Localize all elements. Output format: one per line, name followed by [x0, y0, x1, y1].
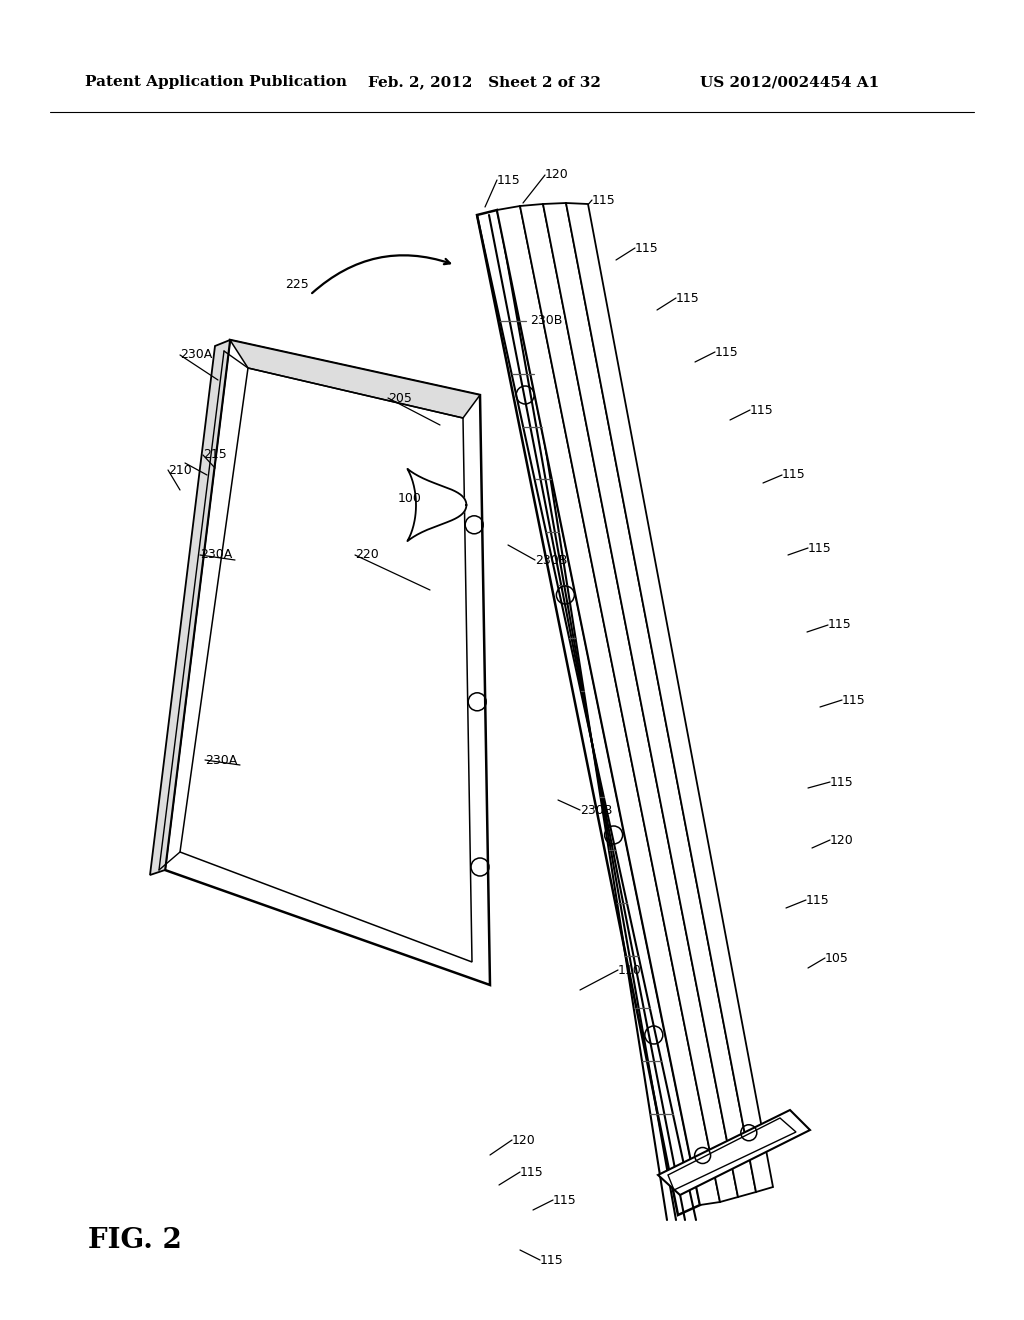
Text: 120: 120: [545, 169, 568, 181]
Text: Feb. 2, 2012   Sheet 2 of 32: Feb. 2, 2012 Sheet 2 of 32: [368, 75, 601, 88]
Polygon shape: [543, 203, 756, 1197]
Polygon shape: [566, 203, 773, 1192]
Text: 115: 115: [715, 346, 738, 359]
Text: 115: 115: [592, 194, 615, 206]
Text: 105: 105: [825, 952, 849, 965]
Text: 115: 115: [782, 469, 806, 482]
Text: Patent Application Publication: Patent Application Publication: [85, 75, 347, 88]
Polygon shape: [230, 341, 480, 418]
Text: 100: 100: [398, 491, 422, 504]
Text: 115: 115: [635, 242, 658, 255]
Text: 230B: 230B: [580, 804, 612, 817]
Text: 115: 115: [828, 619, 852, 631]
Text: 230A: 230A: [180, 348, 212, 362]
Text: 225: 225: [285, 279, 309, 292]
Text: 120: 120: [512, 1134, 536, 1147]
Text: 115: 115: [553, 1193, 577, 1206]
Text: 215: 215: [203, 449, 226, 462]
Text: 115: 115: [520, 1166, 544, 1179]
Text: 115: 115: [497, 173, 521, 186]
Text: 205: 205: [388, 392, 412, 404]
Text: 115: 115: [540, 1254, 564, 1266]
Text: 120: 120: [830, 833, 854, 846]
Text: 115: 115: [830, 776, 854, 788]
Text: US 2012/0024454 A1: US 2012/0024454 A1: [700, 75, 880, 88]
Text: 220: 220: [355, 549, 379, 561]
Polygon shape: [150, 341, 230, 875]
Polygon shape: [658, 1110, 810, 1195]
Text: FIG. 2: FIG. 2: [88, 1226, 182, 1254]
Text: 115: 115: [808, 541, 831, 554]
Text: 115: 115: [806, 894, 829, 907]
Text: 230B: 230B: [535, 553, 567, 566]
Text: 230A: 230A: [200, 549, 232, 561]
Polygon shape: [165, 341, 490, 985]
Polygon shape: [497, 206, 720, 1205]
Polygon shape: [477, 210, 700, 1214]
Text: 210: 210: [168, 463, 191, 477]
Text: 230B: 230B: [530, 314, 562, 326]
Text: 115: 115: [750, 404, 774, 417]
Polygon shape: [408, 469, 466, 541]
Text: 230A: 230A: [205, 754, 238, 767]
Text: 115: 115: [676, 292, 699, 305]
Text: 115: 115: [842, 693, 865, 706]
Polygon shape: [520, 205, 738, 1203]
Text: 110: 110: [618, 964, 642, 977]
